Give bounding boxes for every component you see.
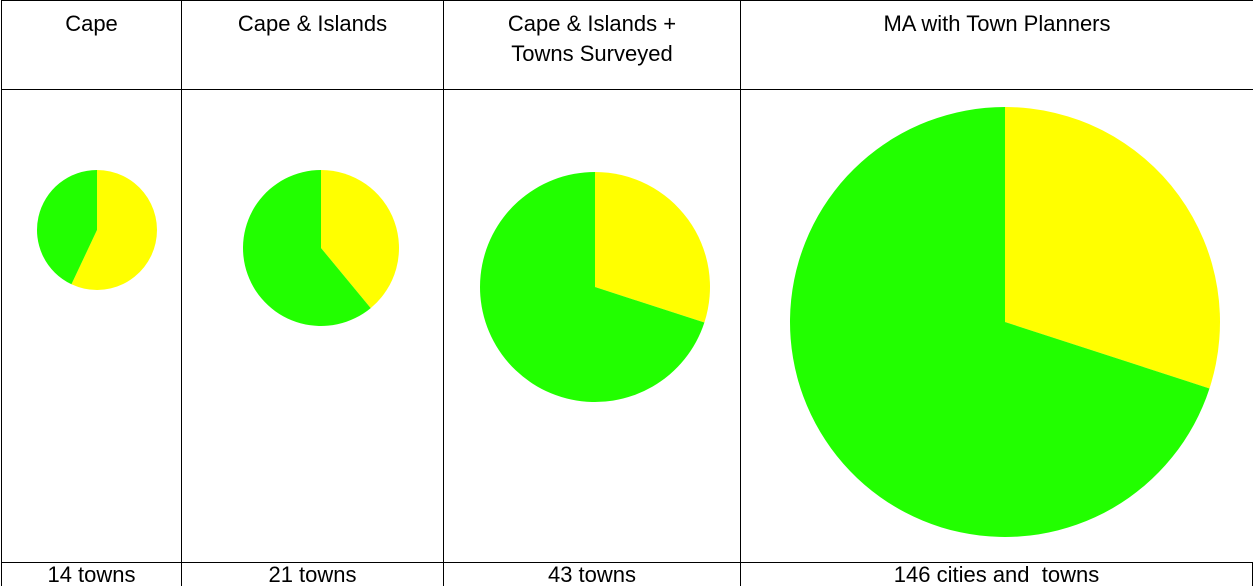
- header-cell: Cape: [1, 0, 181, 89]
- pie-cell: [740, 89, 1253, 562]
- pie-slice: [71, 170, 157, 290]
- footer-cell: 14 towns: [1, 562, 181, 586]
- pie-cell: [181, 89, 443, 562]
- pie-slice: [321, 170, 400, 309]
- footer-cell: 21 towns: [181, 562, 443, 586]
- pie-cell: [1, 89, 181, 562]
- pie-slice: [243, 170, 371, 326]
- footer-cell: 43 towns: [443, 562, 740, 586]
- header-cell: MA with Town Planners: [740, 0, 1253, 89]
- pie-slice: [36, 170, 97, 285]
- pie-cell: [443, 89, 740, 562]
- pie-slice: [479, 172, 705, 402]
- pie-slice: [1005, 107, 1220, 389]
- pie-slice: [790, 107, 1210, 537]
- header-cell: Cape & Islands: [181, 0, 443, 89]
- pie-slice: [595, 171, 710, 323]
- header-cell: Cape & Islands + Towns Surveyed: [443, 0, 740, 89]
- footer-cell: 146 cities and towns: [740, 562, 1253, 586]
